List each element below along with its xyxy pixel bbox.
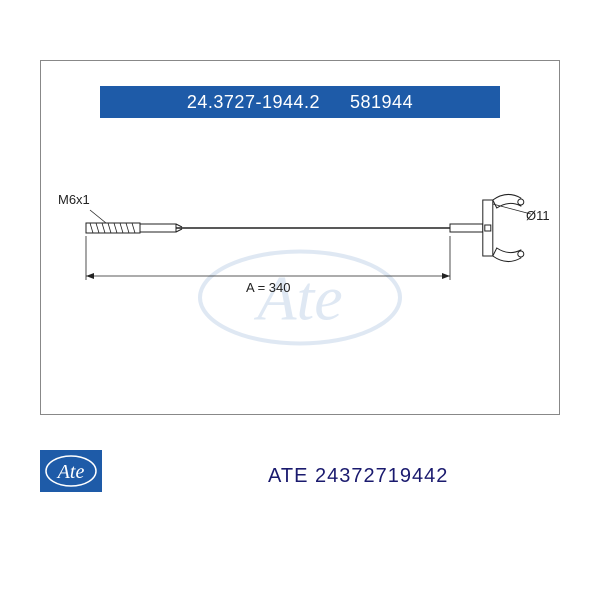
diameter-label: Ø11: [526, 208, 550, 223]
footer-brand-partno: 24372719442: [315, 465, 448, 487]
header-partno: 24.3727-1944.2: [187, 92, 320, 113]
footer-logo: Ate: [40, 450, 102, 497]
cable-diagram: [46, 150, 552, 330]
header-bar: 24.3727-1944.2 581944: [100, 86, 500, 118]
footer-brand-text: ATE 24372719442: [268, 465, 448, 488]
footer-brand-name: ATE: [268, 465, 308, 487]
dimension-label: A = 340: [246, 280, 290, 295]
thread-spec-label: M6x1: [58, 192, 90, 207]
header-code: 581944: [350, 92, 413, 113]
svg-text:Ate: Ate: [56, 461, 85, 483]
